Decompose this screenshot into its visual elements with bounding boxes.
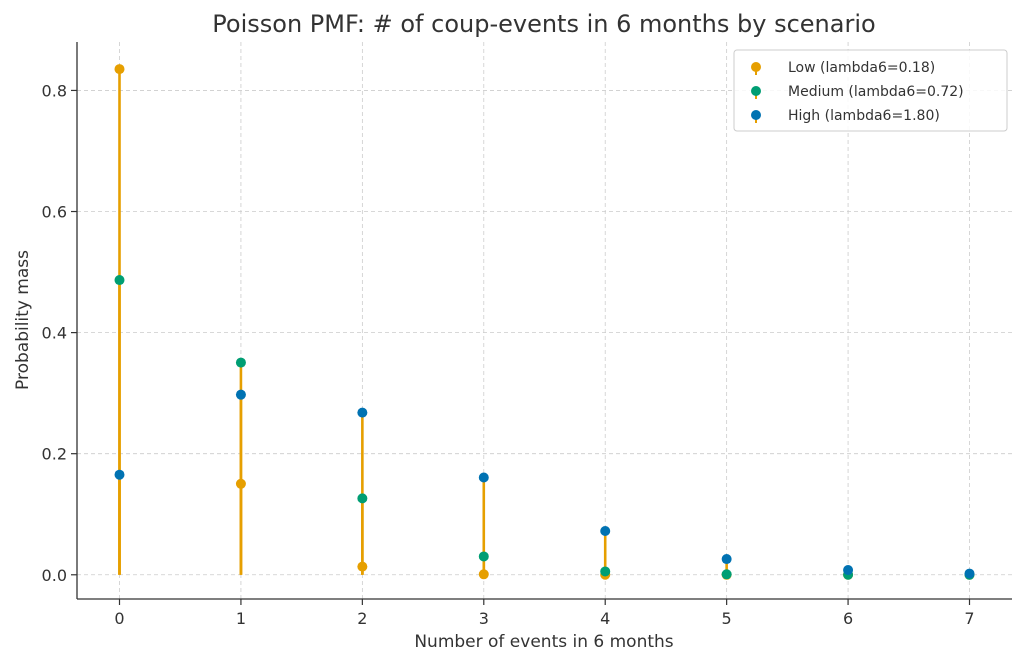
data-point [114,275,125,286]
ticks: 0 1 2 3 4 5 6 7 0.0 0.2 0.4 0.6 0.8 [42,81,975,628]
stems [118,69,971,575]
legend-label: Medium (lambda6=0.72) [788,84,964,100]
legend-marker [751,110,761,120]
x-tick-label: 5 [722,609,732,628]
x-tick-label: 6 [843,609,853,628]
legend-marker [751,86,761,96]
data-point [357,407,368,418]
x-tick-label: 4 [600,609,610,628]
y-tick-label: 0.4 [42,324,67,343]
y-tick-label: 0.2 [42,445,67,464]
data-point [235,478,246,489]
y-axis-label: Probability mass [13,250,33,390]
data-point [235,389,246,400]
legend: Low (lambda6=0.18) Medium (lambda6=0.72) H… [733,49,1008,132]
data-point [357,493,368,504]
markers [114,64,975,580]
x-axis-label: Number of events in 6 months [414,632,673,652]
y-tick-label: 0.6 [42,203,67,222]
legend-box [733,49,1008,132]
data-point [721,569,732,580]
data-point [964,568,975,579]
data-point [478,551,489,562]
x-tick-label: 7 [964,609,974,628]
legend-label: High (lambda6=1.80) [788,108,940,124]
legend-label: Low (lambda6=0.18) [788,60,935,76]
chart-title: Poisson PMF: # of coup-events in 6 month… [212,10,875,38]
y-tick-label: 0.8 [42,81,67,100]
legend-marker [751,62,761,72]
y-tick-label: 0.0 [42,566,67,585]
data-point [357,561,368,572]
data-point [114,64,125,75]
data-point [721,554,732,565]
data-point [600,566,611,577]
data-point [843,565,854,576]
data-point [235,357,246,368]
x-tick-label: 0 [114,609,124,628]
data-point [478,569,489,580]
x-tick-label: 1 [236,609,246,628]
x-tick-label: 2 [357,609,367,628]
data-point [600,526,611,537]
axes [76,42,1012,600]
data-point [114,469,125,480]
x-tick-label: 3 [479,609,489,628]
data-point [478,472,489,483]
